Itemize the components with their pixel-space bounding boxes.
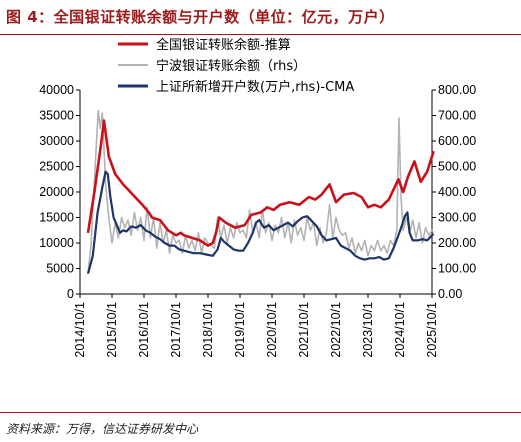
x-tick-label: 2023/10/1 [361, 302, 375, 358]
y-left-tick-label: 15000 [39, 211, 74, 225]
y-left-tick-label: 0 [67, 287, 74, 301]
x-tick-label: 2016/10/1 [137, 302, 151, 358]
x-tick-label: 2022/10/1 [329, 302, 343, 358]
y-right-tick-label: 100.00 [438, 262, 476, 276]
y-right-tick-label: 700.00 [438, 109, 476, 123]
x-tick-label: 2020/10/1 [265, 302, 279, 358]
y-right-tick-label: 400.00 [438, 185, 476, 199]
x-tick-label: 2014/10/1 [73, 302, 87, 358]
series-line-2 [86, 170, 435, 274]
y-left-tick-label: 25000 [39, 160, 74, 174]
y-left-tick-label: 35000 [39, 109, 74, 123]
source-note: 资料来源：万得，信达证券研发中心 [6, 422, 199, 436]
series-line-1 [87, 109, 435, 274]
x-tick-label: 2015/10/1 [105, 302, 119, 358]
x-tick-label: 2019/10/1 [233, 302, 247, 358]
x-tick-label: 2021/10/1 [297, 302, 311, 358]
x-tick-label: 2018/10/1 [201, 302, 215, 358]
line-chart: 0 5000 10000 15000 20000 25000 30000 35000 40000… [39, 37, 476, 358]
legend-label-2: 上证所新增开户数(万户,rhs)-CMA [156, 79, 354, 95]
x-tick-label: 2017/10/1 [169, 302, 183, 358]
y-right-tick-label: 800.00 [438, 83, 476, 97]
legend-label-0: 全国银证转账余额-推算 [156, 37, 291, 53]
figure-title: 图 4：全国银证转账余额与开户数（单位：亿元，万户） [6, 8, 395, 26]
series-layer [86, 109, 435, 274]
y-right-tick-label: 200.00 [438, 236, 476, 250]
y-left-tick-label: 30000 [39, 134, 74, 148]
y-right-tick-label: 500.00 [438, 160, 476, 174]
x-tick-label: 2025/10/1 [425, 302, 439, 358]
series-line-0 [86, 119, 435, 247]
y-left-tick-label: 10000 [39, 236, 74, 250]
y-left-tick-label: 5000 [46, 262, 74, 276]
y-left-tick-label: 20000 [39, 185, 74, 199]
chart-axes: 0 5000 10000 15000 20000 25000 30000 35000 40000… [39, 83, 476, 358]
source-divider [0, 412, 521, 413]
y-right-tick-label: 300.00 [438, 211, 476, 225]
y-right-tick-label: 0.00 [438, 287, 462, 301]
y-right-tick-label: 600.00 [438, 134, 476, 148]
y-left-tick-label: 40000 [39, 83, 74, 97]
legend-label-1: 宁波银证转账余额（rhs） [156, 58, 306, 74]
x-tick-label: 2024/10/1 [393, 302, 407, 358]
title-divider [0, 34, 521, 35]
